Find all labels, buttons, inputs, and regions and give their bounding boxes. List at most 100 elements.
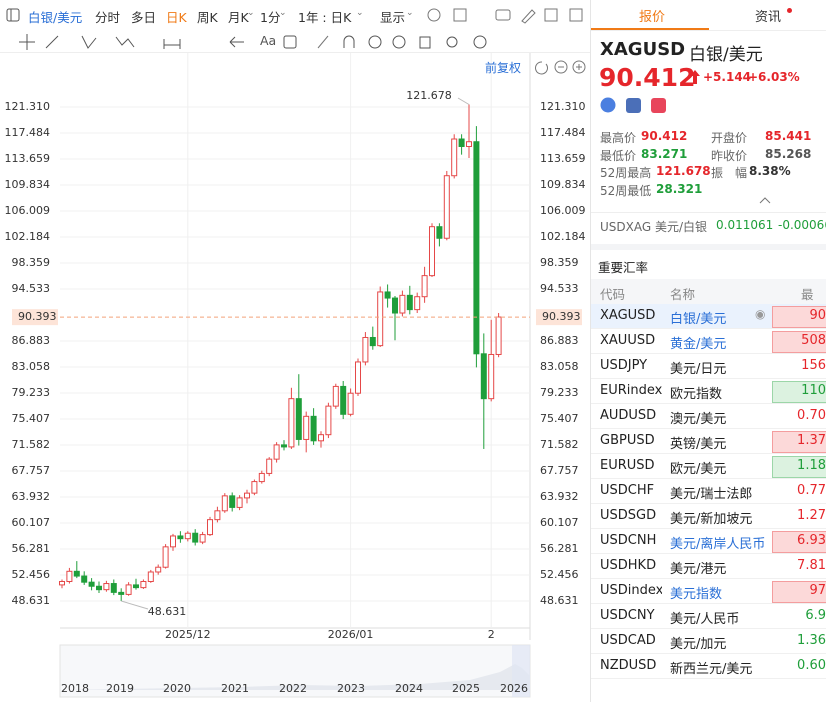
rate-code: EURindex	[600, 383, 662, 398]
rate-name[interactable]: 白银/美元	[670, 312, 727, 327]
style-icon[interactable]	[453, 8, 467, 22]
rate-code: XAUUSD	[600, 333, 656, 348]
note-icon[interactable]	[283, 35, 297, 49]
link-icon[interactable]	[446, 36, 458, 48]
period-tab[interactable]: 分时	[95, 10, 121, 25]
globe-icon[interactable]	[600, 97, 616, 113]
rate-row[interactable]: USDJPY 美元/日元 156	[591, 354, 826, 379]
candle-body	[288, 398, 295, 448]
side-panel: 报价 资讯 XAGUSD 白银/美元 90.412 +5.144 +6.03% …	[590, 0, 826, 702]
doc-icon[interactable]	[626, 98, 641, 113]
ruler-icon[interactable]	[317, 35, 329, 49]
rate-row[interactable]: EURUSD 欧元/美元 1.18	[591, 454, 826, 479]
rate-name: 美元/加元	[670, 637, 727, 652]
col-name[interactable]: 名称	[670, 287, 696, 302]
rate-row[interactable]: USDSGD 美元/新加坡元 1.27	[591, 504, 826, 529]
change-pct: +6.03%	[748, 70, 800, 84]
dropdown-arrow[interactable]: ⌄	[279, 8, 287, 18]
zoom-in[interactable]	[572, 60, 586, 74]
tab-quote[interactable]: 报价	[639, 10, 666, 25]
up-arrow	[690, 70, 700, 84]
lock-icon[interactable]	[368, 35, 382, 49]
wave-icon[interactable]	[115, 36, 135, 48]
magnet-icon[interactable]	[343, 35, 355, 48]
period-tab[interactable]: 显示	[380, 10, 406, 25]
camera-icon[interactable]	[495, 9, 511, 21]
rate-code: USDCNH	[600, 533, 657, 548]
rate-row[interactable]: USDCHF 美元/瑞士法郎 0.77	[591, 479, 826, 504]
tab-news[interactable]: 资讯	[755, 10, 782, 25]
text-tool[interactable]: Aa	[260, 33, 277, 48]
tool-icons	[427, 8, 583, 24]
stat-value: 85.441	[765, 129, 812, 143]
x-tick-label: 2026/01	[328, 628, 374, 641]
arrow-icon[interactable]	[229, 36, 244, 48]
collapse-chevron[interactable]	[759, 196, 771, 204]
settings-icon[interactable]	[427, 8, 441, 22]
collapse-icon[interactable]	[6, 8, 20, 22]
rate-row[interactable]: AUDUSD 澳元/美元 0.70	[591, 404, 826, 429]
rate-row[interactable]: GBPUSD 英镑/美元 1.37	[591, 429, 826, 454]
rate-row[interactable]: EURindex 欧元指数 110	[591, 379, 826, 404]
delete-icon[interactable]	[419, 36, 431, 49]
move-icon[interactable]	[19, 34, 35, 50]
change: +5.144	[703, 70, 752, 84]
line-icon[interactable]	[45, 35, 59, 49]
window-icon[interactable]	[544, 8, 558, 22]
stat-value: 121.678	[656, 164, 711, 178]
period-tab[interactable]: 多日	[131, 10, 157, 25]
dropdown-arrow[interactable]: ⌄	[356, 8, 364, 18]
tabs: 报价 资讯	[591, 0, 826, 31]
rate-row[interactable]: NZDUSD 新西兰元/美元 0.60	[591, 654, 826, 679]
rates-header: 代码 名称 最	[591, 279, 826, 304]
dropdown-arrow[interactable]: ⌄	[406, 8, 414, 18]
config-icon[interactable]	[473, 35, 487, 49]
dropdown-arrow[interactable]: ⌄	[247, 8, 255, 18]
hide-icon[interactable]	[392, 35, 406, 49]
zoom-out[interactable]	[554, 60, 568, 74]
period-tab[interactable]: 1分	[260, 10, 281, 25]
rate-name[interactable]: 美元指数	[670, 587, 723, 602]
channel-icon[interactable]	[81, 35, 97, 49]
col-code[interactable]: 代码	[600, 287, 626, 302]
annotation-line	[457, 97, 470, 105]
rate-name[interactable]: 美元/离岸人民币	[670, 537, 766, 552]
symbol-tab[interactable]: 白银/美元	[28, 10, 83, 25]
y-tick-label: 79.233	[540, 386, 579, 399]
period-tab[interactable]: 周K	[197, 10, 218, 25]
col-last[interactable]: 最	[801, 287, 814, 302]
stat-value: 83.271	[641, 147, 688, 161]
rate-name[interactable]: 黄金/美元	[670, 337, 727, 352]
rate-row[interactable]: USDHKD 美元/港元 7.81	[591, 554, 826, 579]
rate-row[interactable]: USDCNH 美元/离岸人民币 6.93	[591, 529, 826, 554]
rate-value: 7.81	[797, 558, 826, 573]
rate-row[interactable]: USDindex 美元指数 97	[591, 579, 826, 604]
y-tick-label: 56.281	[12, 542, 51, 555]
fav-icon[interactable]	[651, 98, 666, 113]
measure-icon[interactable]	[163, 39, 181, 49]
rate-name: 美元/瑞士法郎	[670, 487, 753, 502]
rate-code: NZDUSD	[600, 658, 657, 673]
y-tick-label: 109.834	[540, 178, 586, 191]
candle-body	[480, 353, 487, 400]
period-tab[interactable]: 月K	[228, 10, 249, 25]
rate-value: 110	[801, 383, 826, 398]
rate-row[interactable]: USDCNY 美元/人民币 6.9	[591, 604, 826, 629]
rate-row[interactable]: XAUUSD 黄金/美元 508	[591, 329, 826, 354]
period-tab[interactable]: 日K	[166, 10, 187, 25]
candle-body	[236, 497, 243, 508]
period-tab[interactable]: 1年 : 日K	[298, 10, 352, 25]
reset-icon[interactable]	[535, 61, 548, 75]
watch-icon[interactable]: ◉	[755, 307, 766, 321]
navigator-window[interactable]	[512, 645, 530, 697]
rate-row[interactable]: USDCAD 美元/加元 1.36	[591, 629, 826, 654]
y-tick-label: 48.631	[12, 594, 51, 607]
x-tick-label: 2	[488, 628, 495, 641]
candle-body	[303, 415, 310, 440]
draw-toolbar: Aa	[0, 30, 590, 53]
pen-icon[interactable]	[521, 9, 536, 24]
rate-name: 英镑/美元	[670, 437, 727, 452]
rate-row[interactable]: XAGUSD 白银/美元 ◉ 90	[591, 304, 826, 329]
fullscreen-icon[interactable]	[569, 8, 583, 22]
adjust-button[interactable]: 前复权	[485, 61, 522, 75]
